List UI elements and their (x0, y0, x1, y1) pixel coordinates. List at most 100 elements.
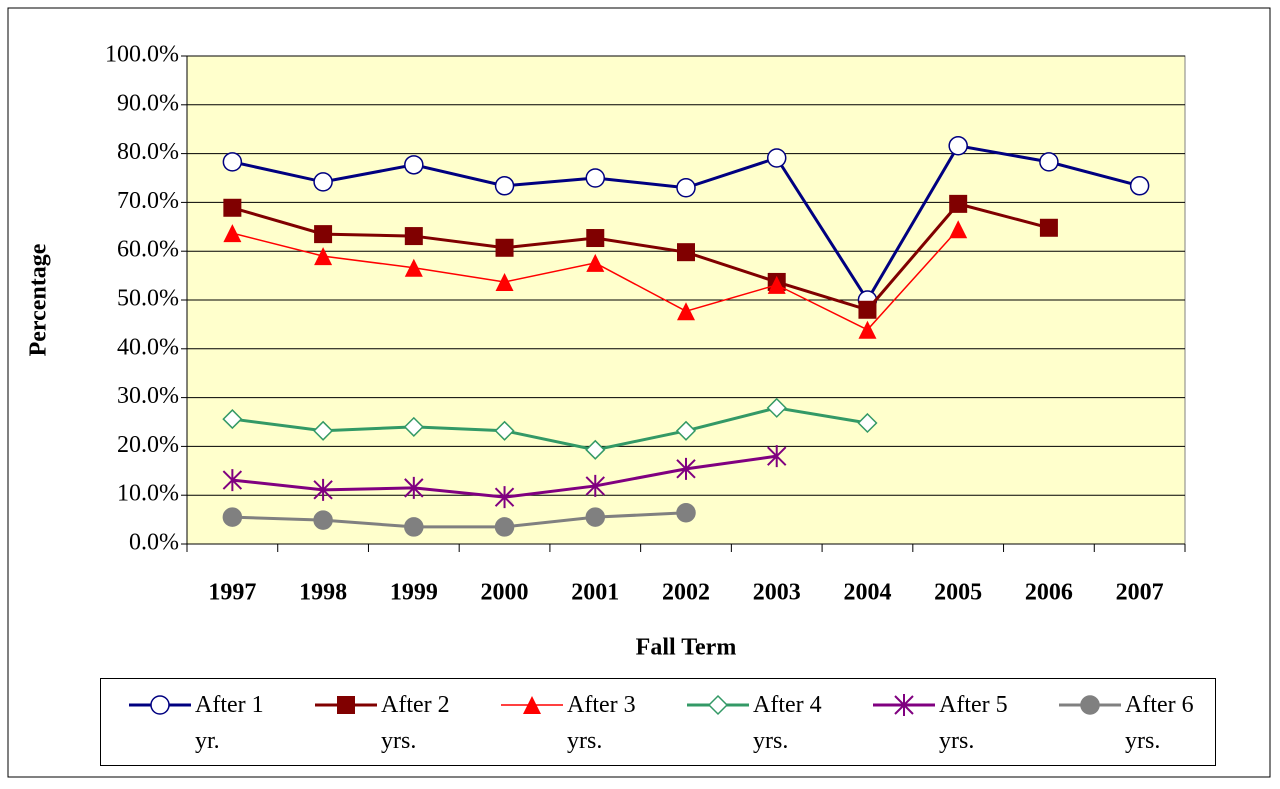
marker (585, 507, 606, 527)
marker (222, 409, 243, 430)
legend-swatch (315, 696, 377, 714)
x-tick-label: 2006 (1025, 580, 1073, 606)
y-tick-label: 20.0% (117, 432, 179, 458)
y-tick-label: 60.0% (117, 237, 179, 263)
legend: After 1 yr. After 2 yrs. After 3 yrs. After… (100, 678, 1216, 766)
y-axis-label: Percentage (26, 243, 52, 356)
y-tick-label: 40.0% (117, 334, 179, 360)
marker (767, 445, 787, 468)
y-tick-label: 90.0% (117, 90, 179, 116)
x-tick-label: 2003 (753, 580, 801, 606)
marker (495, 238, 514, 257)
marker (586, 229, 605, 248)
marker (313, 420, 334, 441)
legend-item: After 2 yrs. (313, 687, 465, 759)
marker (677, 302, 695, 321)
marker (494, 420, 515, 441)
legend-item: After 6 yrs. (1057, 687, 1209, 759)
marker (949, 194, 968, 213)
series-line (232, 511, 687, 529)
marker (894, 694, 914, 716)
marker (949, 220, 968, 239)
legend-item: After 3 yrs. (499, 687, 651, 759)
legend-item: After 1 yr. (127, 687, 279, 759)
legend-swatch (687, 694, 749, 716)
y-tick-label: 10.0% (117, 481, 179, 507)
legend-swatch (129, 695, 191, 715)
marker (495, 272, 514, 291)
marker (767, 275, 786, 294)
marker (314, 247, 333, 266)
legend-item: After 5 yrs. (871, 687, 1023, 759)
x-tick-label: 2004 (843, 580, 891, 606)
marker (494, 176, 515, 196)
y-tick-label: 80.0% (117, 139, 179, 165)
marker (404, 227, 423, 246)
marker (223, 198, 242, 217)
x-tick-label: 2002 (662, 580, 710, 606)
x-tick-label: 2001 (571, 580, 619, 606)
marker (676, 178, 696, 198)
marker (223, 224, 242, 243)
marker (676, 503, 696, 523)
marker (404, 258, 423, 277)
marker (677, 243, 695, 262)
marker (314, 225, 333, 244)
legend-label: After 1 yr. (195, 692, 264, 754)
marker (313, 478, 333, 501)
marker (222, 507, 243, 527)
x-tick-label: 2007 (1116, 580, 1164, 606)
marker (404, 476, 424, 499)
marker (523, 696, 541, 714)
marker (858, 320, 877, 339)
marker (494, 486, 515, 509)
marker (675, 420, 697, 441)
y-tick-label: 100.0% (105, 42, 179, 68)
series-line (231, 202, 1050, 312)
marker (337, 696, 355, 714)
marker (222, 152, 243, 172)
marker (857, 412, 878, 434)
marker (1080, 695, 1100, 715)
x-tick-label: 2005 (934, 580, 982, 606)
marker (585, 439, 606, 460)
marker (1039, 218, 1058, 237)
x-axis-label: Fall Term (636, 635, 737, 661)
legend-label: After 2 yrs. (381, 692, 450, 754)
marker (403, 416, 424, 437)
marker (1039, 152, 1059, 172)
legend-item: After 4 yrs. (685, 687, 837, 759)
marker (404, 517, 424, 537)
y-tick-label: 50.0% (117, 286, 179, 312)
marker (404, 155, 424, 175)
marker (313, 172, 333, 192)
marker (494, 517, 515, 537)
marker (766, 397, 787, 418)
marker (948, 136, 968, 156)
marker (1129, 176, 1150, 196)
series-line (232, 406, 868, 452)
x-tick-label: 2000 (481, 580, 529, 606)
legend-swatch (1059, 695, 1121, 715)
y-tick-label: 70.0% (117, 188, 179, 214)
marker (313, 510, 333, 530)
marker (676, 457, 696, 480)
marker (222, 469, 243, 492)
marker (586, 253, 605, 272)
marker (585, 474, 605, 497)
marker (707, 694, 729, 716)
x-tick-label: 1997 (208, 580, 256, 606)
marker (858, 300, 877, 319)
legend-label: After 6 yrs. (1125, 692, 1194, 754)
y-tick-label: 30.0% (117, 383, 179, 409)
legend-label: After 3 yrs. (567, 692, 636, 754)
legend-swatch (501, 696, 563, 714)
legend-label: After 5 yrs. (939, 692, 1008, 754)
x-tick-label: 1999 (390, 580, 438, 606)
legend-label: After 4 yrs. (753, 692, 822, 754)
marker (766, 148, 787, 168)
x-tick-label: 1998 (299, 580, 347, 606)
y-tick-label: 0.0% (129, 530, 179, 556)
